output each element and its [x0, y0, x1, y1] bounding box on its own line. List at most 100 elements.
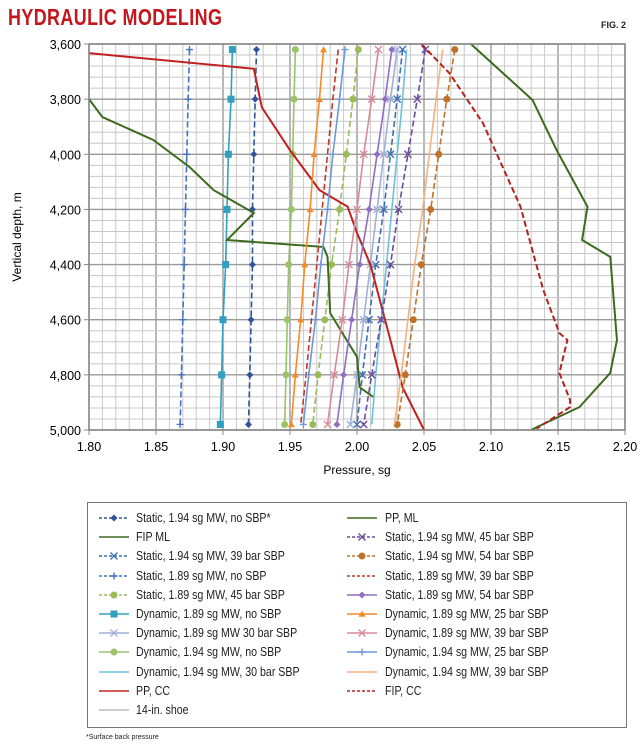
y-tick-label: 4,800 — [50, 369, 81, 383]
x-marker — [393, 45, 402, 54]
series-line — [393, 49, 444, 425]
series-line — [420, 43, 572, 430]
series-line — [356, 49, 404, 425]
x-marker — [374, 45, 383, 54]
depth-pressure-chart: 1.80 1.85 1.90 1.95 2.00 2.05 2.10 2.15 2.20 3,60… — [10, 38, 637, 477]
legend-swatch — [347, 533, 377, 542]
circle-marker — [435, 150, 443, 158]
series-dynamic-1-94-sg-mw-30-bar-sbp — [370, 49, 408, 425]
diamond-marker — [340, 371, 348, 379]
axes: 1.80 1.85 1.90 1.95 2.00 2.05 2.10 2.15 2.20 3,60… — [50, 38, 637, 454]
legend-label: Dynamic, 1.94 sg MW, 25 bar SBP — [385, 645, 549, 660]
series-line — [247, 49, 258, 425]
circle-marker — [328, 261, 336, 269]
series-static-1-89-sg-mw-54-bar-sbp — [333, 46, 396, 428]
legend-swatch — [347, 629, 377, 638]
legend-label: Dynamic, 1.94 sg MW, 30 bar SBP — [136, 664, 300, 679]
legend-label: Static, 1.89 sg MW, 54 bar SBP — [385, 587, 534, 602]
legend-swatch — [99, 572, 129, 580]
diamond-marker — [248, 261, 256, 269]
circle-marker — [342, 150, 350, 158]
y-tick-label: 3,600 — [50, 38, 81, 52]
plus-marker — [179, 316, 187, 324]
circle-marker — [321, 316, 329, 324]
footnote: *Surface back pressure — [86, 734, 159, 741]
diamond-marker — [358, 591, 366, 599]
series-line — [302, 49, 346, 425]
plus-marker — [317, 261, 325, 269]
legend-swatch — [99, 610, 129, 618]
series-line — [336, 49, 393, 425]
diamond-marker — [373, 150, 381, 158]
diamond-marker — [250, 150, 258, 158]
plus-marker — [110, 572, 118, 580]
x-tick-label: 1.95 — [278, 440, 302, 454]
x-marker — [386, 150, 395, 159]
circle-marker — [110, 648, 118, 656]
x-marker — [323, 420, 332, 429]
circle-marker — [283, 316, 291, 324]
diamond-marker — [246, 371, 254, 379]
legend-swatch — [347, 689, 377, 692]
circle-marker — [409, 316, 417, 324]
plus-marker — [324, 205, 332, 213]
series-dynamic-1-89-sg-mw-39-bar-sbp — [323, 45, 383, 429]
triangle-marker — [306, 205, 314, 213]
legend-swatch — [347, 648, 377, 656]
plus-marker — [329, 150, 337, 158]
plus-marker — [176, 420, 184, 428]
legend-label: Dynamic, 1.94 sg MW, no SBP — [136, 645, 282, 660]
plus-marker — [311, 316, 319, 324]
series-dynamic-1-94-sg-mw-39-bar-sbp — [393, 49, 444, 425]
diamond-marker — [251, 95, 259, 103]
triangle-marker — [297, 316, 305, 323]
series-pp-cc — [88, 52, 425, 431]
x-marker — [359, 420, 368, 429]
series-static-1-89-sg-mw-45-bar-sbp — [309, 46, 362, 428]
legend-label: Static, 1.89 sg MW, 39 bar SBP — [385, 568, 534, 583]
legend-label: Dynamic, 1.89 sg MW 30 bar SBP — [136, 626, 298, 641]
legend-swatch — [99, 689, 129, 692]
series-pp-ml — [88, 98, 374, 398]
plus-marker — [299, 420, 307, 428]
legend-label: PP, CC — [136, 683, 171, 698]
x-marker — [353, 205, 361, 214]
figure-number: FIG. 2 — [600, 20, 626, 30]
legend-label: FIP ML — [136, 530, 171, 545]
diamond-marker — [110, 514, 118, 522]
triangle-marker — [291, 371, 299, 378]
x-marker — [330, 370, 339, 379]
x-marker — [367, 370, 376, 379]
plus-marker — [336, 95, 344, 103]
x-marker — [110, 629, 118, 638]
x-marker — [394, 205, 403, 214]
y-tick-label: 3,800 — [50, 93, 81, 107]
series-static-1-94-sg-mw-54-bar-sbp — [393, 46, 459, 428]
series-line — [362, 49, 427, 425]
x-marker — [379, 150, 388, 159]
circle-marker — [443, 95, 451, 103]
legend-swatch — [99, 591, 129, 599]
circle-marker — [401, 371, 409, 379]
x-marker — [413, 95, 422, 104]
legend-swatch — [99, 552, 129, 561]
triangle-marker — [320, 46, 327, 53]
diamond-marker — [356, 261, 364, 269]
x-tick-label: 2.00 — [345, 440, 369, 454]
legend-label: PP, ML — [385, 511, 419, 525]
series-static-1-94-sg-mw-no-sbp- — [244, 46, 260, 428]
x-marker — [379, 205, 388, 214]
series-fip-cc — [420, 43, 572, 430]
legend-swatch — [347, 574, 377, 577]
series-line — [179, 49, 191, 425]
diamond-marker — [253, 46, 260, 54]
square-marker — [216, 420, 224, 428]
legend-label: Dynamic, 1.94 sg MW, 39 bar SBP — [385, 664, 549, 679]
x-marker — [110, 552, 118, 561]
diamond-marker — [388, 46, 396, 54]
x-marker — [344, 260, 353, 269]
circle-marker — [417, 261, 425, 269]
y-tick-label: 4,600 — [50, 314, 81, 328]
circle-marker — [336, 205, 344, 213]
plus-marker — [183, 150, 191, 158]
